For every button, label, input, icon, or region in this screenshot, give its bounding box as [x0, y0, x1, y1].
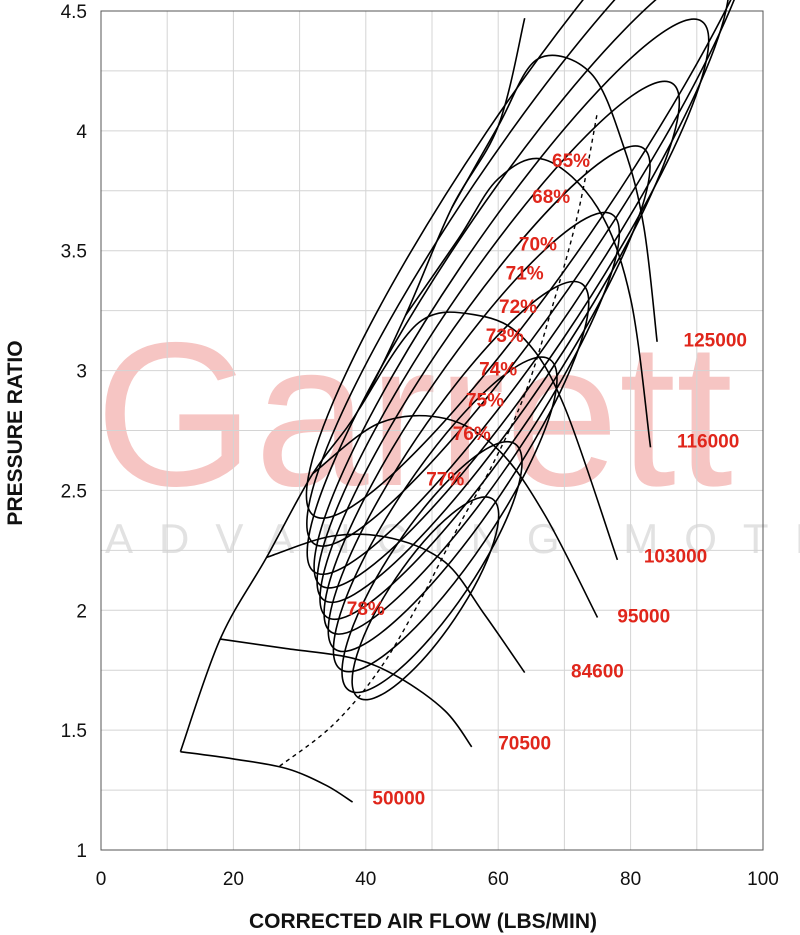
efficiency-label-78: 78% [347, 599, 385, 620]
y-axis-ticks: 1 1.5 2 2.5 3 3.5 4 4.5 [61, 2, 88, 862]
speed-line-103000 [358, 311, 619, 561]
efficiency-island-68 [306, 0, 757, 547]
efficiency-label-65: 65% [552, 151, 590, 172]
efficiency-island-74 [323, 211, 621, 635]
x-tick-label: 40 [355, 869, 376, 890]
efficiency-island-70 [306, 0, 730, 576]
y-axis-title: PRESSURE RATIO [4, 340, 27, 525]
efficiency-label-74: 74% [479, 359, 517, 380]
grid [101, 11, 763, 850]
efficiency-label-70: 70% [519, 235, 557, 256]
efficiency-label-75: 75% [466, 391, 504, 412]
x-axis-ticks: 0 20 40 60 80 100 [96, 869, 779, 890]
x-tick-label: 20 [223, 869, 244, 890]
speed-label-125000: 125000 [684, 331, 747, 352]
x-tick-label: 60 [488, 869, 509, 890]
surge-line [179, 18, 526, 752]
y-tick-label: 4.5 [61, 2, 87, 23]
speed-lines [180, 54, 658, 803]
speed-line-95000 [312, 414, 599, 618]
y-tick-label: 4 [76, 122, 87, 143]
speed-labels: 125000 116000 103000 95000 84600 70500 50000 [372, 331, 747, 810]
efficiency-island-65 [305, 0, 784, 519]
speed-line-84600 [266, 533, 526, 674]
efficiency-label-71: 71% [506, 263, 544, 284]
speed-label-103000: 103000 [644, 546, 707, 567]
efficiency-label-68: 68% [532, 187, 570, 208]
speed-label-84600: 84600 [571, 661, 624, 682]
x-tick-label: 80 [620, 869, 641, 890]
speed-label-70500: 70500 [498, 733, 551, 754]
efficiency-island-72 [316, 80, 681, 604]
y-tick-label: 1 [76, 841, 87, 862]
efficiency-label-72: 72% [499, 297, 537, 318]
speed-line-116000 [404, 157, 652, 448]
efficiency-labels: 65% 68% 70% 71% 72% 73% 74% 75% 76% 77% 78% [347, 151, 590, 620]
y-tick-label: 1.5 [61, 721, 87, 742]
efficiency-island-75 [327, 280, 590, 653]
y-tick-label: 2 [76, 601, 87, 622]
speed-line-70500 [220, 638, 473, 748]
efficiency-island-73 [319, 145, 651, 621]
y-tick-label: 3 [76, 362, 87, 383]
y-tick-label: 3.5 [61, 242, 87, 263]
speed-label-95000: 95000 [617, 606, 670, 627]
speed-label-50000: 50000 [372, 788, 425, 809]
efficiency-label-76: 76% [453, 424, 491, 445]
y-tick-label: 2.5 [61, 481, 87, 502]
x-axis-title: CORRECTED AIR FLOW (LBS/MIN) [249, 910, 597, 933]
x-tick-label: 100 [747, 869, 779, 890]
speed-label-116000: 116000 [677, 431, 739, 452]
efficiency-label-77: 77% [426, 470, 464, 491]
x-tick-label: 0 [96, 869, 107, 890]
speed-line-50000 [180, 750, 354, 803]
efficiency-label-73: 73% [486, 326, 524, 347]
plot-frame [100, 10, 764, 851]
efficiency-island-71 [313, 18, 710, 589]
